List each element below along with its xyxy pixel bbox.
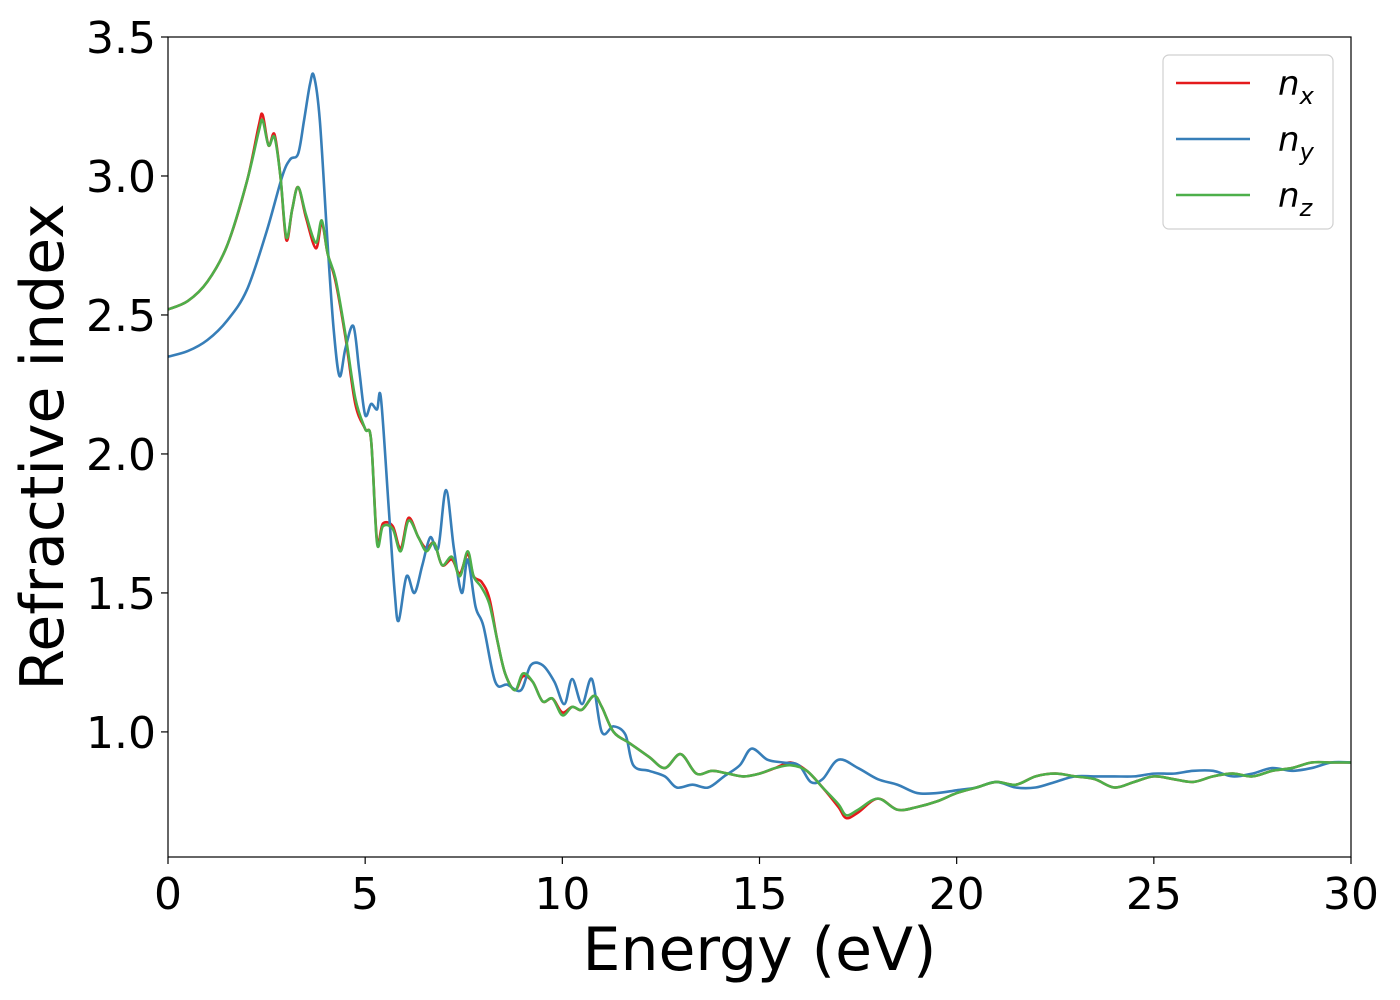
legend-label-base: n [1278,176,1300,216]
x-tick-label: 0 [154,869,182,920]
x-tick-label: 20 [929,869,985,920]
x-tick-label: 25 [1126,869,1182,920]
y-axis: 1.0 1.5 2.0 2.5 3.0 3.5 [86,13,168,759]
series-layer [167,72,1352,820]
x-tick-label: 15 [732,869,788,920]
legend-label-base: n [1278,120,1300,160]
y-tick-label: 1.0 [86,708,156,759]
x-axis: 0 5 10 15 20 25 30 [154,857,1379,920]
x-tick-label: 10 [534,869,590,920]
y-tick-label: 1.5 [86,569,156,620]
legend-label: nx [1278,64,1315,110]
legend-label-base: n [1278,64,1300,104]
legend-label: ny [1278,120,1315,166]
y-tick-label: 3.0 [86,152,156,203]
legend-label-subscript: x [1299,82,1315,110]
x-tick-label: 5 [351,869,379,920]
y-tick-label: 3.5 [86,13,156,64]
legend-label-subscript: y [1299,138,1315,166]
y-axis-title: Refractive index [8,203,78,690]
legend-box [1162,54,1334,230]
y-tick-label: 2.0 [86,430,156,481]
legend-label-subscript: z [1299,194,1314,222]
series-line-n-z [167,118,1351,817]
x-axis-title: Energy (eV) [583,915,937,985]
x-tick-label: 30 [1323,869,1379,920]
y-tick-label: 2.5 [86,291,156,342]
legend-label: nz [1278,176,1314,222]
series-line-n-y [167,72,1352,796]
